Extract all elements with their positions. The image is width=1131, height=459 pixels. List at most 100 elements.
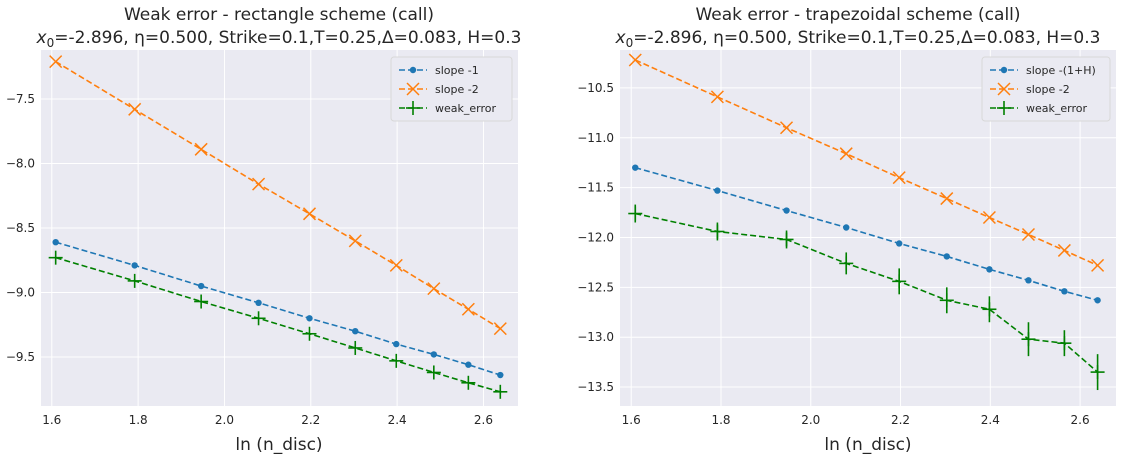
data-point (779, 232, 794, 247)
data-point (1061, 288, 1068, 295)
data-point (1025, 277, 1032, 284)
y-tick-labels: −10.5 −11.0 −11.5 −12.0 −12.5 −13.0 −13.5 (577, 81, 614, 394)
data-point (302, 326, 317, 341)
series-line (55, 256, 501, 393)
marker-stroke (710, 90, 724, 104)
data-point (895, 240, 903, 247)
y-tick-label: −11.5 (577, 181, 614, 195)
marker-stroke (252, 177, 266, 191)
legend-marker (997, 101, 1011, 115)
x-tick-labels: 1.6 1.8 2.0 2.2 2.4 2.6 (42, 413, 493, 427)
data-point (461, 375, 476, 390)
x-tick-label: 2.4 (981, 413, 1000, 427)
marker-stroke (461, 302, 475, 316)
y-tick-label: −13.0 (577, 330, 614, 344)
data-point (493, 322, 507, 336)
data-point (632, 164, 639, 171)
data-point (1021, 227, 1036, 242)
data-point (427, 282, 441, 296)
data-point (389, 353, 404, 368)
y-tick-label: −8.0 (6, 157, 35, 171)
data-point (982, 302, 997, 317)
marker-stroke (1091, 258, 1105, 272)
x-axis-label: ln (n_disc) (235, 435, 322, 455)
chart-rectangle: Weak error - rectangle scheme (call) x0=… (6, 5, 522, 455)
data-point (710, 224, 725, 239)
marker-stroke (1057, 243, 1071, 257)
data-point (128, 102, 142, 116)
series-layer (48, 55, 508, 399)
legend-label: slope -1 (435, 64, 479, 77)
series-layer (628, 53, 1105, 391)
legend-marker (406, 101, 420, 115)
data-point (348, 340, 363, 355)
series-slope-2 (628, 53, 1105, 272)
series-slope-1-h (632, 164, 1101, 304)
marker-stroke (194, 142, 208, 156)
legend: slope -(1+H) slope -2 weak_error (981, 56, 1111, 122)
marker-stroke (302, 207, 317, 221)
marker-stroke (628, 53, 642, 67)
marker-stroke (892, 171, 906, 185)
y-tick-label: −11.0 (577, 131, 614, 145)
data-point (52, 238, 59, 246)
data-point (940, 192, 954, 206)
data-point (843, 224, 850, 231)
y-tick-label: −9.0 (6, 285, 35, 299)
series-slope-1 (52, 238, 504, 379)
data-point (302, 207, 317, 221)
marker-stroke (128, 102, 142, 116)
legend-marker (406, 82, 420, 96)
series-weak-error (48, 250, 508, 399)
chart-title-line1: Weak error - trapezoidal scheme (call) (695, 5, 1020, 25)
data-point (48, 250, 63, 265)
series-line (635, 212, 1099, 373)
data-point (352, 327, 359, 335)
data-point (839, 256, 854, 271)
y-tick-labels: −7.5 −8.0 −8.5 −9.0 −9.5 (6, 92, 35, 364)
legend-label: slope -2 (435, 83, 479, 96)
legend-label: weak_error (1026, 102, 1087, 115)
legend-marker (1000, 66, 1008, 74)
legend-label: weak_error (435, 102, 496, 115)
data-point (939, 293, 954, 308)
data-point (497, 371, 504, 379)
legend-label: slope -(1+H) (1026, 64, 1096, 77)
x-tick-labels: 1.6 1.8 2.0 2.2 2.4 2.6 (622, 413, 1090, 427)
legend-marker (409, 66, 417, 74)
legend-item: slope -2 (990, 82, 1070, 96)
data-point (943, 253, 950, 260)
y-tick-label: −12.5 (577, 280, 614, 294)
y-tick-label: −10.5 (577, 81, 614, 95)
data-point (348, 234, 362, 248)
data-point (49, 55, 63, 69)
data-point (426, 365, 441, 380)
data-point (465, 361, 472, 368)
marker-stroke (997, 82, 1011, 96)
legend-item: weak_error (990, 101, 1087, 115)
series-line (635, 166, 1098, 302)
data-point (255, 299, 262, 307)
data-point (780, 121, 794, 135)
data-point (839, 147, 853, 161)
data-point (783, 207, 790, 214)
marker-stroke (1021, 227, 1036, 242)
data-point (197, 282, 205, 290)
legend: slope -1 slope -2 weak_error (390, 56, 513, 122)
legend-item: slope -1 (399, 64, 479, 77)
y-tick-label: −8.5 (6, 221, 35, 235)
data-point (986, 266, 993, 273)
data-point (461, 302, 475, 316)
data-point (1090, 365, 1105, 380)
grid (620, 50, 1116, 406)
legend-item: slope -(1+H) (990, 64, 1096, 77)
data-point (194, 142, 208, 156)
data-point (393, 340, 400, 348)
data-point (1057, 243, 1071, 257)
chart-trapezoidal: Weak error - trapezoidal scheme (call) x… (577, 5, 1116, 455)
data-point (389, 258, 403, 272)
data-point (1057, 336, 1072, 351)
x-tick-label: 2.0 (215, 413, 234, 427)
series-line (55, 241, 501, 376)
